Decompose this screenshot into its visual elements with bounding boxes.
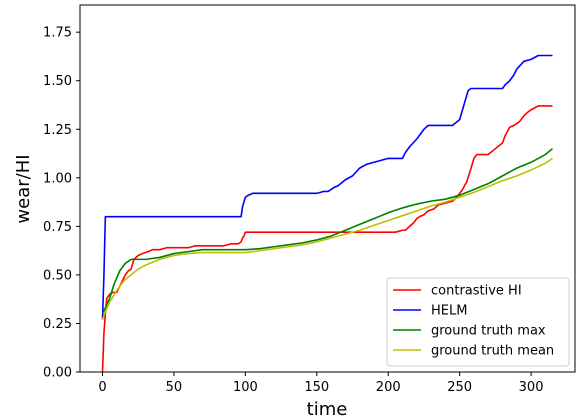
series-line-4: [101, 157, 553, 320]
x-tick-label: 300: [519, 380, 544, 395]
x-tick-label: 100: [233, 380, 258, 395]
x-tick-label: 150: [304, 380, 329, 395]
x-tick-label: 50: [166, 380, 183, 395]
series-line-3: [101, 148, 554, 315]
plot-lines: [101, 54, 554, 373]
y-tick-label: 1.75: [43, 26, 72, 41]
legend-label-3: ground truth max: [431, 324, 546, 339]
x-axis-title: time: [307, 399, 348, 419]
legend-label-4: ground truth mean: [431, 344, 554, 359]
x-tick-label: 250: [447, 380, 472, 395]
legend-label-2: HELM: [431, 304, 467, 319]
y-tick-label: 0.50: [43, 268, 72, 283]
y-axis-title: wear/HI: [13, 154, 34, 223]
x-tick-label: 200: [376, 380, 401, 395]
y-tick-label: 0.75: [43, 220, 72, 235]
legend-label-1: contrastive HI: [431, 284, 522, 299]
series-line-2: [101, 54, 553, 320]
plot-frame: [79, 4, 576, 373]
legend: contrastive HI HELM ground truth max ground…: [386, 277, 570, 367]
y-tick-label: 1.25: [43, 123, 72, 138]
legend-box: [386, 277, 570, 367]
x-tick-label: 0: [98, 380, 106, 395]
y-tick-label: 1.50: [43, 74, 72, 89]
y-tick-label: 1.00: [43, 171, 72, 186]
x-axis-ticks: 0 50 100 150 200 250 300: [98, 372, 543, 395]
y-tick-label: 0.00: [43, 366, 72, 381]
y-tick-label: 0.25: [43, 317, 72, 332]
y-axis-ticks: 0.00 0.25 0.50 0.75 1.00 1.25 1.50 1.75: [43, 26, 80, 381]
